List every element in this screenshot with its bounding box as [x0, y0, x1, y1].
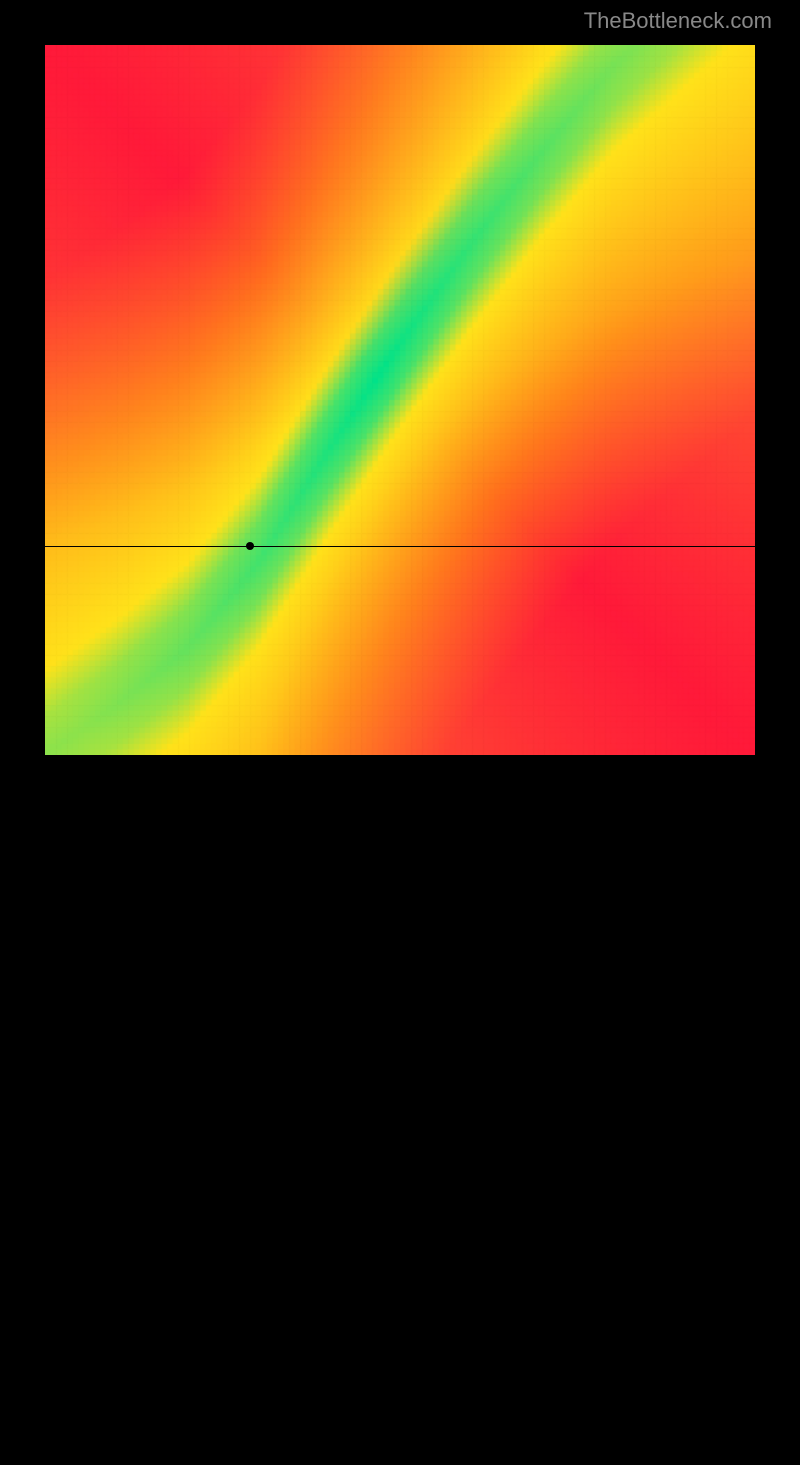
watermark: TheBottleneck.com: [584, 8, 772, 34]
crosshair-marker: [246, 542, 254, 550]
heatmap-plot: [45, 45, 755, 755]
crosshair-vertical: [250, 755, 251, 1465]
crosshair-horizontal: [45, 546, 755, 547]
heatmap-canvas: [45, 45, 755, 755]
